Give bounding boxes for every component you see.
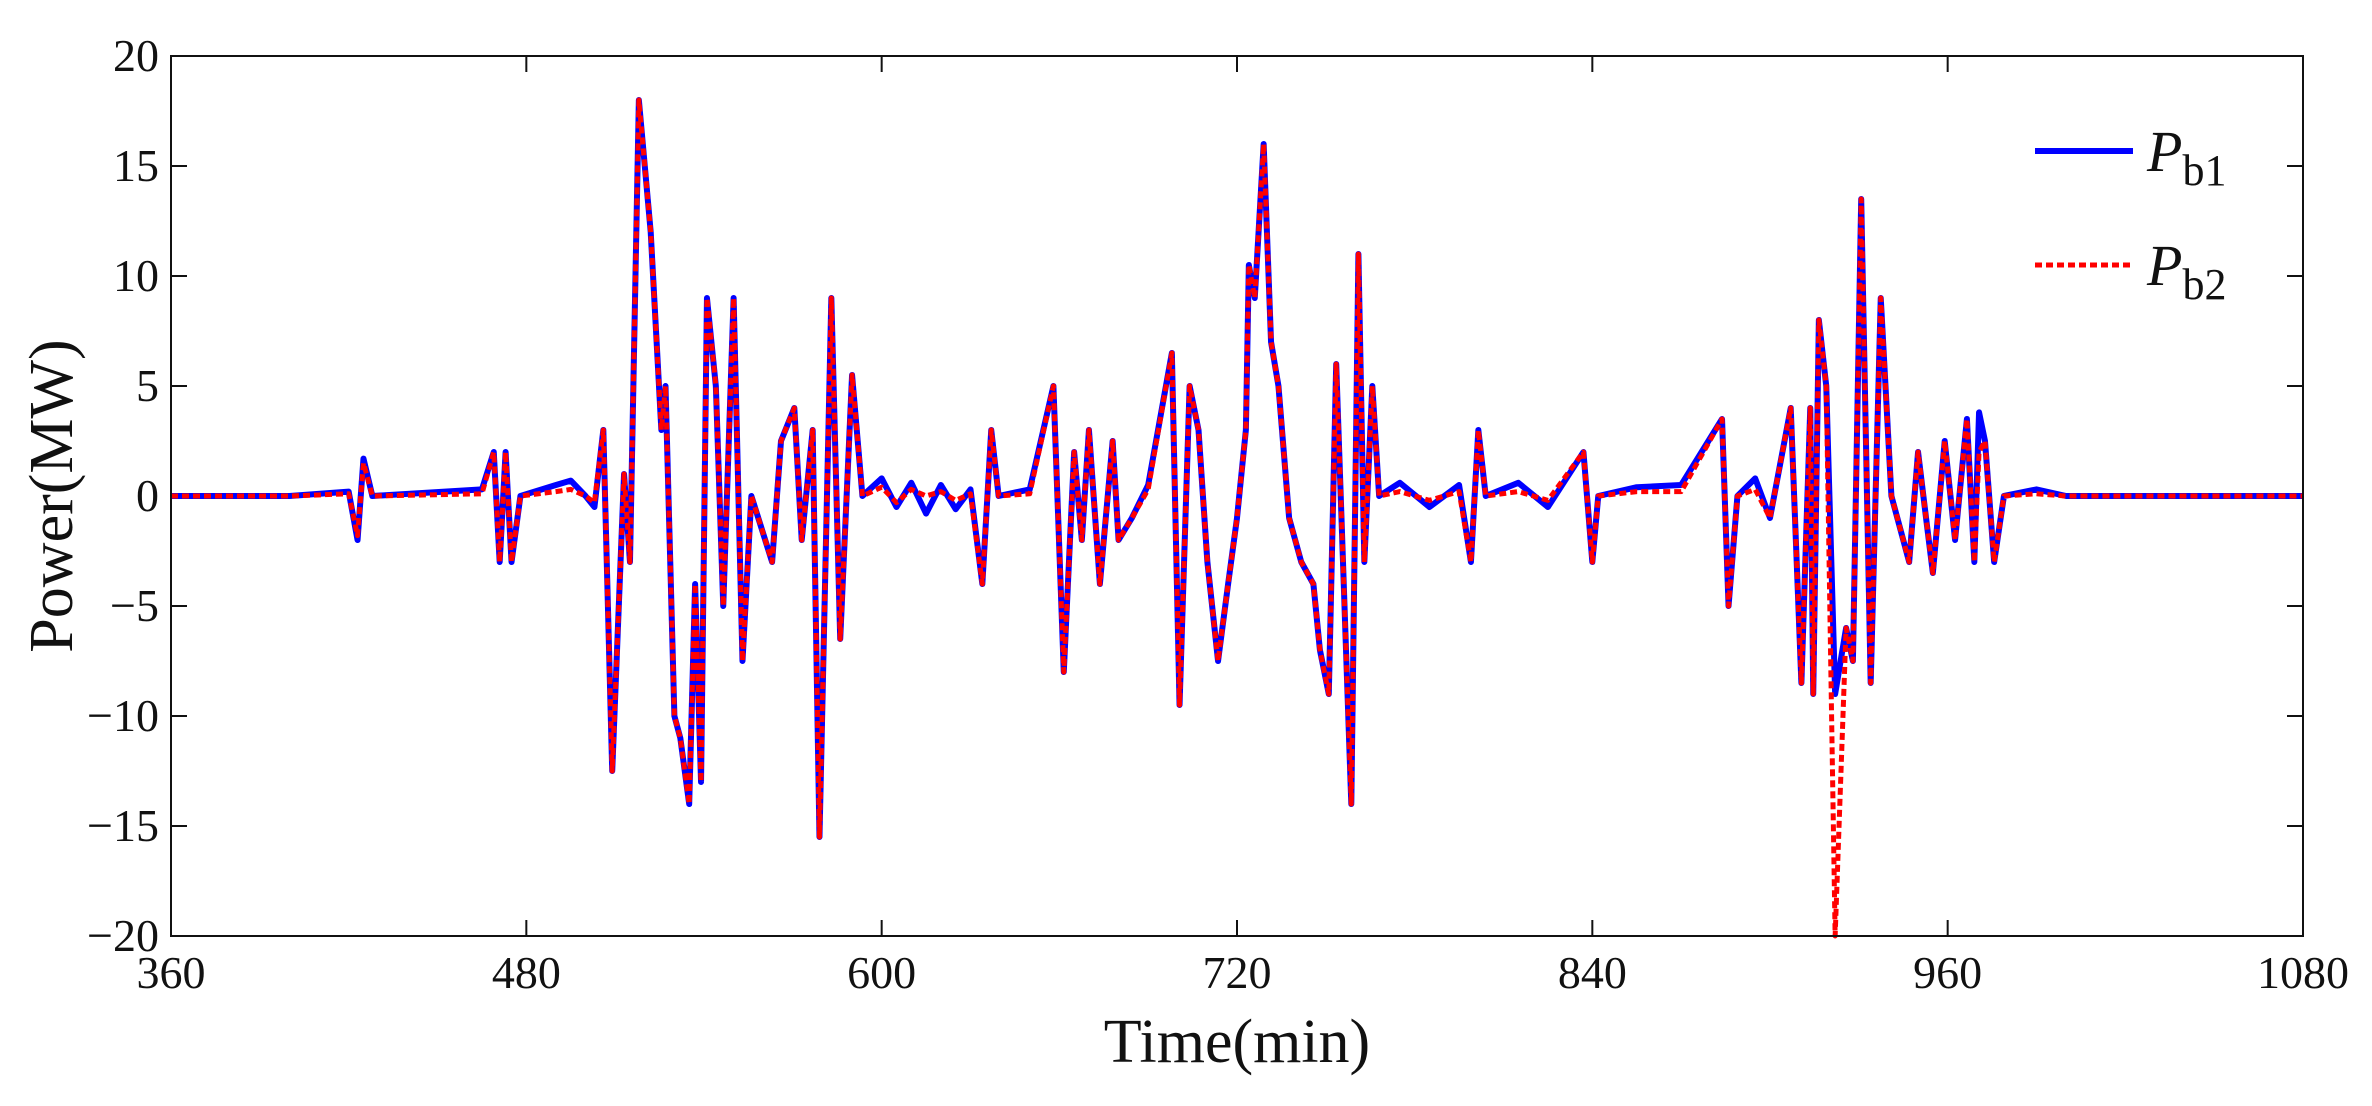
plot-frame: [170, 55, 2304, 937]
x-tick-label: 480: [492, 947, 561, 998]
y-tick-label: −5: [110, 580, 159, 631]
y-tick-label: −15: [87, 800, 159, 851]
series-line: [171, 97, 2303, 939]
y-tick-label: 15: [113, 140, 159, 191]
y-tick-label: 0: [136, 470, 159, 521]
x-axis-title: Time(min): [1104, 1008, 1370, 1076]
y-tick-label: 20: [113, 30, 159, 81]
y-tick-label: 5: [136, 360, 159, 411]
x-tick-label: 720: [1203, 947, 1272, 998]
x-tick-label: 600: [847, 947, 916, 998]
y-axis-title: Power(MW): [18, 339, 86, 652]
y-tick-label: −10: [87, 690, 159, 741]
legend-label: Pb1: [2146, 119, 2226, 195]
x-tick-label: 840: [1558, 947, 1627, 998]
y-tick-label: 10: [113, 250, 159, 301]
x-tick-label: 960: [1913, 947, 1982, 998]
legend-label: Pb2: [2146, 233, 2226, 309]
x-tick-label: 1080: [2257, 947, 2349, 998]
y-tick-label: −20: [87, 910, 159, 961]
x-tick-label: 360: [137, 947, 206, 998]
